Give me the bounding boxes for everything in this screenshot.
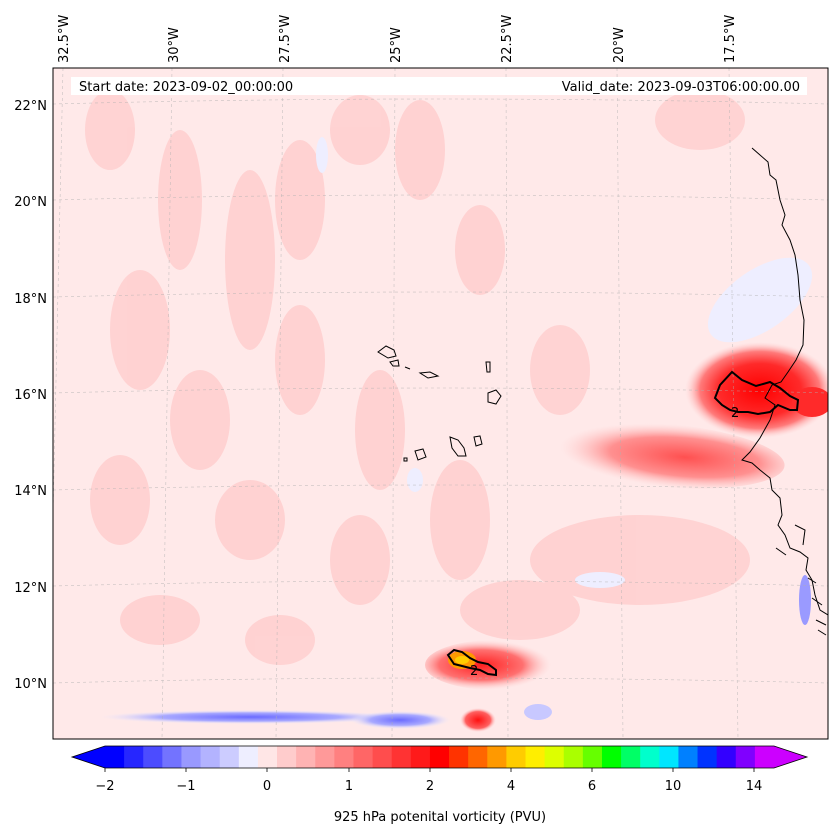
colorbar-title: 925 hPa potenital vorticity (PVU) <box>334 810 546 825</box>
colorbar-cell <box>257 746 278 768</box>
colorbar-cell <box>334 746 355 768</box>
lat-tick: 10°N <box>14 677 47 692</box>
lon-tick: 25°W <box>389 27 404 63</box>
colorbar-tick-label: −2 <box>95 779 114 794</box>
cape-verde-islands <box>377 345 502 462</box>
colorbar-cell <box>315 746 335 768</box>
colorbar-tick-label: 6 <box>588 779 596 794</box>
colorbar-tick-label: 1 <box>345 779 353 794</box>
start-date-label: Start date: 2023-09-02_00:00:00 <box>79 80 293 95</box>
lon-tick-labels: 32.5°W 30°W 27.5°W 25°W 22.5°W 20°W 17.5… <box>57 15 738 63</box>
colorbar-cell <box>162 746 183 768</box>
pv-light-field <box>85 90 750 665</box>
colorbar-cell <box>181 746 202 768</box>
colorbar-cell <box>678 746 699 768</box>
colorbar-cell <box>563 746 584 768</box>
colorbar-min-extend <box>72 746 105 768</box>
colorbar-tick-label: 2 <box>426 779 434 794</box>
map-frame <box>52 67 829 740</box>
colorbar-cell <box>124 746 144 768</box>
pv-max-bottom <box>460 708 496 732</box>
lon-tick: 27.5°W <box>278 15 293 63</box>
contour-label-1: 2 <box>731 406 739 421</box>
lat-tick: 12°N <box>14 581 47 596</box>
colorbar-cell <box>429 746 450 768</box>
lat-tick: 22°N <box>14 99 47 114</box>
colorbar: −2 −1 0 1 2 4 6 10 14 925 hPa potenital … <box>70 745 809 825</box>
pv-min-bottom <box>100 710 400 724</box>
pv-contour-south <box>446 648 497 677</box>
pv-negative-field <box>316 137 813 588</box>
lon-tick: 20°W <box>612 27 627 63</box>
colorbar-cell <box>582 746 603 768</box>
colorbar-cell <box>468 746 488 768</box>
graticule <box>53 68 828 739</box>
colorbar-cell <box>277 746 297 768</box>
lat-tick: 20°N <box>14 195 47 210</box>
valid-date-label: Valid_date: 2023-09-03T06:00:00.00 <box>562 80 800 95</box>
colorbar-cell <box>659 746 680 768</box>
colorbar-cell <box>410 746 431 768</box>
colorbar-max-extend <box>774 746 807 768</box>
lat-tick: 18°N <box>14 292 47 307</box>
pv-max-south <box>425 640 565 690</box>
lon-tick: 32.5°W <box>57 15 72 63</box>
colorbar-tick-label: −1 <box>176 779 195 794</box>
colorbar-cell <box>372 746 393 768</box>
lon-tick: 17.5°W <box>723 15 738 63</box>
map-panel: 2 2 <box>53 68 828 739</box>
colorbar-cell <box>601 746 622 768</box>
colorbar-cell <box>449 746 469 768</box>
africa-coastline <box>741 68 828 616</box>
lat-tick: 16°N <box>14 388 47 403</box>
colorbar-cell <box>391 746 412 768</box>
colorbar-tick-label: 10 <box>665 779 682 794</box>
lon-tick: 22.5°W <box>500 15 515 63</box>
lat-tick: 14°N <box>14 484 47 499</box>
pv-band <box>535 421 785 489</box>
pv-contour-senegal <box>713 370 800 416</box>
colorbar-cell <box>735 746 756 768</box>
colorbar-tick-label: 0 <box>263 779 271 794</box>
colorbar-cells <box>105 746 775 768</box>
colorbar-cell <box>754 746 775 768</box>
colorbar-cell <box>219 746 240 768</box>
lon-tick: 30°W <box>167 27 182 63</box>
colorbar-cell <box>621 746 641 768</box>
contour-label-2: 2 <box>470 664 478 679</box>
colorbar-cell <box>525 746 546 768</box>
colorbar-cell <box>296 746 316 768</box>
lat-tick-labels: 22°N 20°N 18°N 16°N 14°N 12°N 10°N <box>14 99 47 692</box>
colorbar-ticks <box>104 768 755 772</box>
colorbar-tick-label: 14 <box>746 779 763 794</box>
colorbar-cell <box>640 746 660 768</box>
colorbar-cell <box>716 746 737 768</box>
colorbar-cell <box>143 746 163 768</box>
colorbar-cell <box>238 746 259 768</box>
colorbar-cell <box>506 746 527 768</box>
info-bar <box>71 77 807 95</box>
colorbar-cell <box>353 746 374 768</box>
colorbar-cell <box>487 746 507 768</box>
colorbar-cell <box>105 746 125 768</box>
colorbar-tick-label: 4 <box>507 779 515 794</box>
colorbar-cell <box>697 746 718 768</box>
colorbar-cell <box>544 746 565 768</box>
colorbar-cell <box>200 746 221 768</box>
